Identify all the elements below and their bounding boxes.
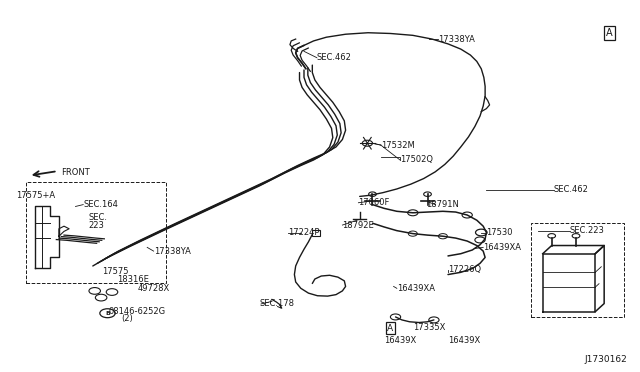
Text: 18316E: 18316E: [117, 275, 149, 284]
Text: 49728X: 49728X: [138, 284, 170, 293]
Text: 16439XA: 16439XA: [483, 243, 521, 252]
Text: SEC.178: SEC.178: [260, 299, 295, 308]
Text: (2): (2): [122, 314, 133, 323]
Text: 08146-6252G: 08146-6252G: [109, 307, 166, 316]
Text: 17338YA: 17338YA: [438, 35, 476, 44]
Text: 16439X: 16439X: [448, 336, 480, 345]
Bar: [26, 182, 166, 283]
Text: 17226Q: 17226Q: [448, 265, 481, 274]
Text: 17530: 17530: [486, 228, 513, 237]
Text: SEC.462: SEC.462: [554, 185, 588, 194]
Bar: [531, 223, 624, 317]
Text: 18791N: 18791N: [426, 200, 458, 209]
Text: FRONT: FRONT: [61, 169, 90, 177]
Text: 17060F: 17060F: [358, 198, 390, 207]
Text: 17502Q: 17502Q: [400, 155, 433, 164]
Text: 16439X: 16439X: [384, 336, 416, 345]
Text: 223: 223: [88, 221, 104, 230]
Text: 17575+A: 17575+A: [16, 191, 55, 200]
Text: 17224P: 17224P: [288, 228, 319, 237]
Text: B: B: [105, 311, 110, 316]
Text: SEC.164: SEC.164: [83, 200, 118, 209]
Text: SEC.462: SEC.462: [317, 53, 351, 62]
Text: 17575: 17575: [102, 267, 129, 276]
Text: J1730162: J1730162: [584, 355, 627, 364]
Text: A: A: [606, 28, 612, 38]
Text: 17532M: 17532M: [381, 141, 415, 150]
Text: 18792E: 18792E: [342, 221, 374, 230]
Text: A: A: [387, 324, 394, 333]
Text: 16439XA: 16439XA: [397, 284, 435, 293]
Text: SEC.223: SEC.223: [570, 226, 604, 235]
Bar: [312, 230, 320, 236]
Text: SEC.: SEC.: [88, 213, 108, 222]
Text: 17338YA: 17338YA: [154, 247, 191, 256]
Text: 17335X: 17335X: [413, 323, 445, 332]
